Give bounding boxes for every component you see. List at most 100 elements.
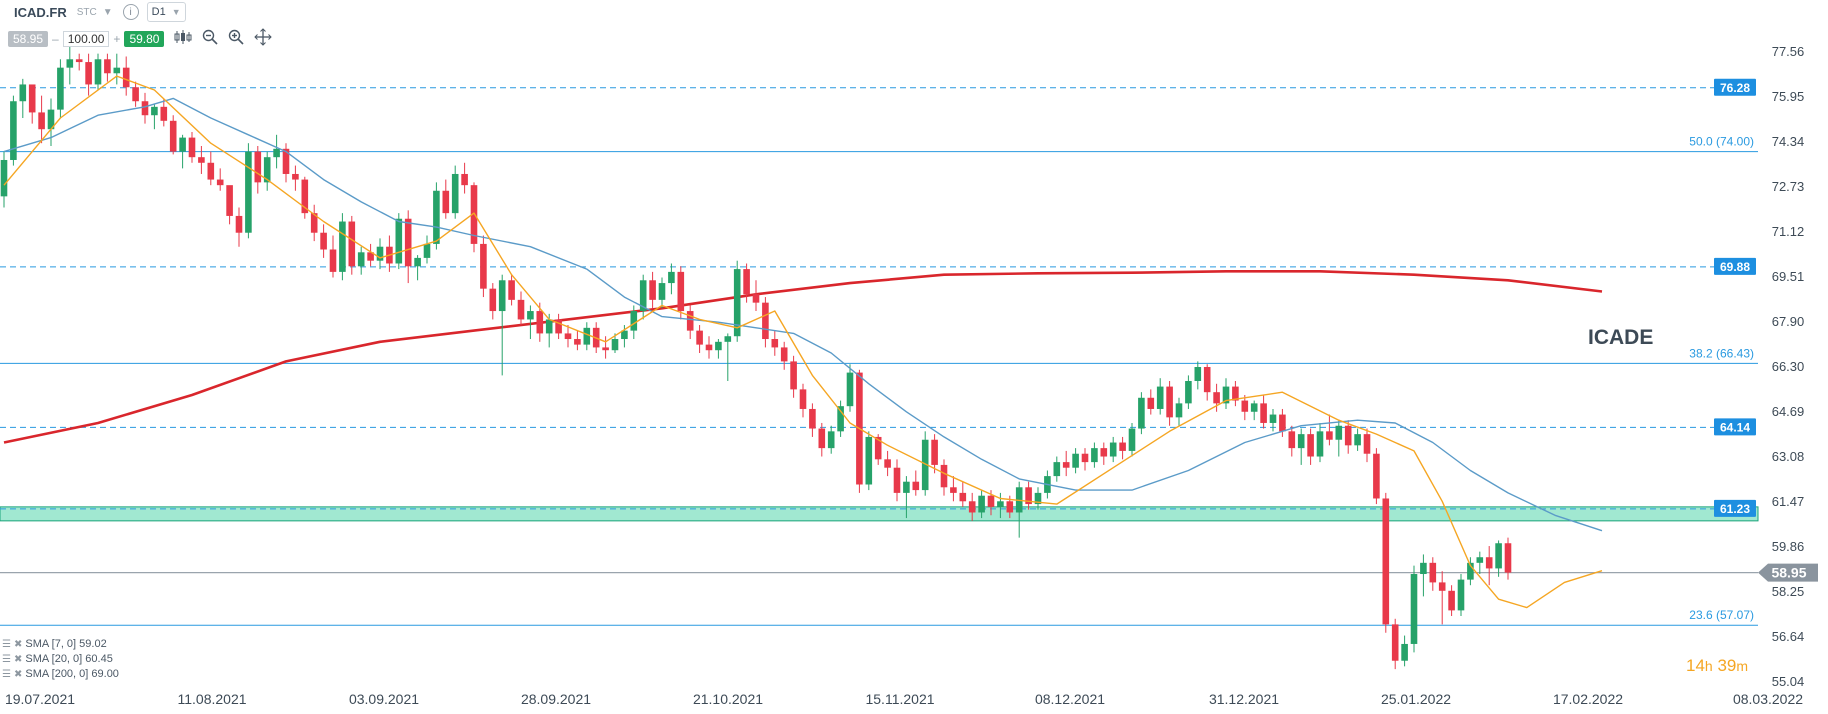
- sell-price-button[interactable]: 58.95: [8, 30, 49, 47]
- candle-body: [1448, 590, 1455, 611]
- x-tick-label: 03.09.2021: [349, 691, 419, 707]
- candle-body: [85, 62, 92, 85]
- legend-item-sma7: ☰ ✖ SMA [7, 0] 59.02: [2, 637, 119, 652]
- candle-body: [94, 59, 102, 85]
- x-tick-label: 28.09.2021: [521, 691, 591, 707]
- y-tick-label: 69.51: [1772, 269, 1805, 284]
- close-icon[interactable]: ✖: [13, 669, 23, 680]
- candle-body: [1241, 400, 1249, 412]
- candle-body: [1053, 462, 1061, 477]
- level-tag-label: 61.23: [1720, 502, 1750, 516]
- candle-body: [282, 148, 290, 174]
- candle-body: [630, 311, 638, 331]
- candle-body: [1297, 434, 1305, 449]
- sma20-line: [3, 97, 1603, 532]
- candle-body: [827, 431, 835, 449]
- candle-body: [254, 151, 262, 183]
- candle-body: [1138, 397, 1145, 429]
- candle-body: [1410, 574, 1418, 644]
- sma200-line: [3, 269, 1603, 444]
- fib-label: 38.2 (66.43): [1689, 346, 1754, 360]
- candle-body: [57, 67, 64, 110]
- candle-body: [395, 218, 403, 264]
- candle-body: [1344, 425, 1352, 446]
- candle-body: [555, 319, 562, 334]
- candle-body: [1307, 434, 1314, 457]
- candle-body: [668, 271, 675, 284]
- candle-body: [950, 487, 957, 493]
- increase-quantity-button[interactable]: +: [113, 31, 121, 46]
- candle-body: [1166, 386, 1173, 418]
- settings-icon[interactable]: ☰: [2, 639, 11, 650]
- candle-body: [715, 341, 722, 351]
- candle-body: [921, 439, 929, 491]
- y-tick-label: 59.86: [1772, 539, 1805, 554]
- current-price-label: 58.95: [1771, 565, 1806, 581]
- close-icon[interactable]: ✖: [13, 639, 23, 650]
- candle-body: [733, 269, 741, 337]
- level-tag: [1714, 78, 1756, 96]
- timeframe-select[interactable]: D1 ▼: [146, 2, 186, 22]
- candle-body: [1401, 643, 1408, 661]
- candle-body: [122, 67, 130, 88]
- candle-body: [339, 221, 346, 272]
- candle-body: [414, 257, 421, 267]
- candle-body: [151, 106, 158, 116]
- candle-body: [884, 459, 891, 468]
- symbol-label[interactable]: ICAD.FR: [14, 4, 67, 20]
- decrease-quantity-button[interactable]: –: [52, 31, 59, 46]
- crosshair-move-icon[interactable]: [254, 27, 273, 50]
- y-tick-label: 71.12: [1772, 224, 1805, 239]
- info-icon[interactable]: i: [122, 4, 139, 20]
- candle-body: [1429, 562, 1437, 583]
- candle-body: [1326, 431, 1333, 440]
- candle-body: [216, 179, 224, 186]
- candle-body: [903, 481, 910, 493]
- candle-body: [404, 218, 412, 267]
- settings-icon[interactable]: ☰: [2, 654, 11, 665]
- candle-body: [790, 361, 797, 390]
- candle-body: [1269, 414, 1277, 423]
- candle-body: [743, 269, 750, 295]
- close-icon[interactable]: ✖: [13, 654, 23, 665]
- candle-body: [987, 495, 995, 507]
- candle-body: [320, 232, 327, 250]
- zoom-out-icon[interactable]: [202, 29, 219, 49]
- candle-body: [574, 339, 581, 345]
- candle-body: [104, 59, 111, 74]
- candle-body: [480, 243, 487, 289]
- candle-body: [19, 84, 27, 102]
- zoom-in-icon[interactable]: [228, 29, 245, 49]
- candle-body: [1438, 582, 1446, 591]
- legend-label: SMA [20, 0] 60.45: [25, 653, 113, 665]
- buy-price-button[interactable]: 59.80: [124, 30, 165, 47]
- candle-body: [1034, 492, 1042, 505]
- candle-body: [301, 179, 309, 214]
- level-tag: [1714, 499, 1756, 517]
- candle-body: [0, 159, 8, 197]
- candle-body: [677, 271, 685, 312]
- candle-body: [1232, 386, 1239, 401]
- timer-h-unit: h: [1704, 658, 1713, 674]
- settings-icon[interactable]: ☰: [2, 669, 11, 680]
- chevron-down-icon[interactable]: ▼: [102, 6, 113, 18]
- candle-body: [66, 59, 74, 68]
- candle-body: [461, 173, 468, 186]
- candle-body: [940, 464, 948, 488]
- x-tick-label: 19.07.2021: [5, 691, 75, 707]
- candle-body: [1260, 403, 1267, 423]
- fib-label: 50.0 (74.00): [1689, 135, 1754, 149]
- y-tick-label: 55.04: [1772, 674, 1805, 689]
- candle-body: [38, 112, 45, 130]
- chart-type-icon[interactable]: [174, 29, 192, 49]
- candle-body: [527, 311, 534, 320]
- quantity-input[interactable]: 100.00: [62, 30, 110, 47]
- candle-body: [1006, 501, 1014, 513]
- candle-body: [235, 215, 243, 233]
- candle-body: [470, 185, 478, 244]
- candle-body: [1485, 557, 1493, 569]
- candle-body: [621, 330, 628, 340]
- candle-body: [1476, 557, 1484, 563]
- candle-body: [423, 243, 431, 258]
